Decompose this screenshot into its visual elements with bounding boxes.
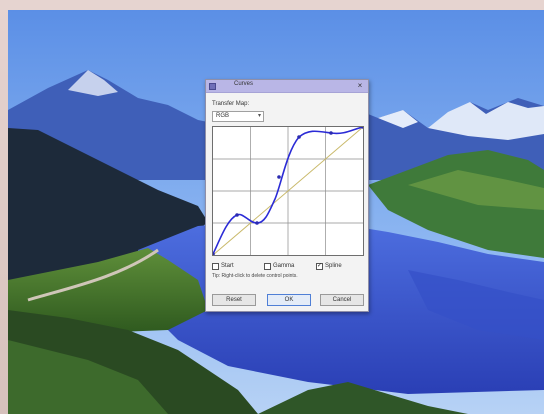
curve-options: Start Gamma ✓ Spline [212,261,364,271]
gamma-checkbox-label: Gamma [273,263,295,269]
identity-diagonal [213,127,363,255]
channel-select[interactable]: RGB ▾ [212,111,264,122]
transfer-map-label: Transfer Map: [212,101,250,107]
spline-checkbox-box[interactable]: ✓ [316,262,323,270]
control-point[interactable] [361,127,363,129]
cancel-button[interactable]: Cancel [320,294,364,306]
control-point[interactable] [277,175,281,179]
start-checkbox-label: Start [221,263,234,269]
spline-checkbox-label: Spline [325,263,342,269]
close-icon[interactable]: × [357,81,363,90]
dialog-titlebar[interactable]: Curves × [206,80,368,93]
gamma-checkbox-box[interactable] [264,262,271,270]
tip-text: Tip: Right-click to delete control point… [212,273,298,279]
curve-graph[interactable] [212,126,364,256]
chevron-down-icon: ▾ [257,113,261,119]
dialog-title: Curves [234,81,254,87]
start-checkbox-box[interactable] [212,262,219,270]
curves-dialog: Curves × Transfer Map: RGB ▾ [205,79,369,312]
control-point[interactable] [213,252,215,255]
gamma-checkbox[interactable]: Gamma [264,261,294,271]
start-checkbox[interactable]: Start [212,261,234,271]
spline-checkbox[interactable]: ✓ Spline [316,261,342,271]
control-point[interactable] [297,135,301,139]
channel-select-value: RGB [216,113,230,119]
reset-button[interactable]: Reset [212,294,256,306]
app-icon [209,83,216,90]
control-point[interactable] [329,131,333,135]
control-point[interactable] [235,213,239,217]
ok-button[interactable]: OK [267,294,311,306]
control-point[interactable] [255,221,259,225]
